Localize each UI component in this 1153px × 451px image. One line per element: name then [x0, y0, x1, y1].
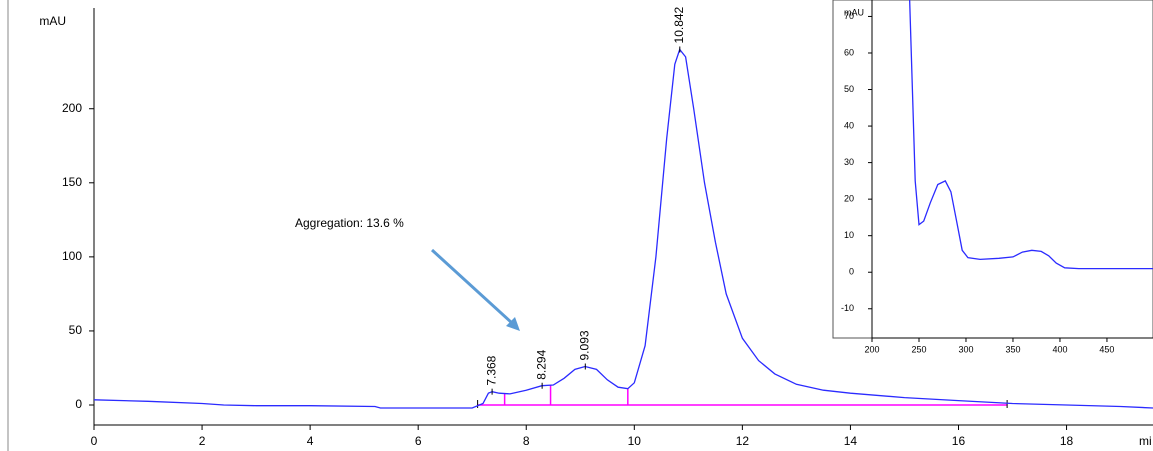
- x-tick-label: 12: [736, 434, 750, 448]
- y-tick-label: 70: [844, 11, 854, 21]
- annotation: Aggregation: 13.6 %: [295, 216, 404, 230]
- trace-line: [94, 48, 1153, 409]
- x-tick-label: 6: [415, 434, 422, 448]
- y-tick-label: 150: [62, 175, 82, 189]
- x-tick-label: 450: [1099, 344, 1114, 354]
- x-tick-label: 8: [523, 434, 530, 448]
- x-tick-label: 200: [864, 344, 879, 354]
- y-tick-label: -10: [841, 303, 854, 313]
- peak-label: 9.093: [577, 330, 591, 360]
- peak-label: 10.842: [672, 6, 686, 43]
- peak-label: 8.294: [534, 349, 548, 379]
- y-tick-label: 100: [62, 249, 82, 263]
- y-tick-label: 50: [844, 84, 854, 94]
- y-tick-label: 200: [62, 101, 82, 115]
- peak-label: 7.368: [484, 355, 498, 385]
- y-axis-label: mAU: [39, 14, 66, 28]
- x-tick-label: 0: [91, 434, 98, 448]
- y-tick-label: 60: [844, 47, 854, 57]
- y-tick-label: 30: [844, 157, 854, 167]
- x-tick-label: 400: [1052, 344, 1067, 354]
- x-tick-label: 16: [952, 434, 966, 448]
- x-tick-label: 4: [307, 434, 314, 448]
- x-tick-label: 350: [1005, 344, 1020, 354]
- y-tick-label: 0: [849, 267, 854, 277]
- x-tick-label: 2: [199, 434, 206, 448]
- x-axis-label: mi: [1139, 434, 1152, 448]
- y-axis-label: mAU: [844, 7, 864, 17]
- y-tick-label: 50: [69, 323, 83, 337]
- y-tick-label: 20: [844, 194, 854, 204]
- x-tick-label: 10: [628, 434, 642, 448]
- inset-chart: -10 0 10 20 30 40 50 60 70 200 250 300 350 400 450 mAU: [832, 0, 1153, 354]
- y-tick-label: 40: [844, 120, 854, 130]
- x-tick-label: 14: [844, 434, 858, 448]
- inset-frame: [832, 0, 1153, 339]
- x-tick-label: 18: [1060, 434, 1074, 448]
- annotation-arrow: [430, 248, 514, 325]
- y-tick-label: 10: [844, 230, 854, 240]
- annotation-arrowhead: [506, 317, 520, 331]
- x-tick-label: 250: [911, 344, 926, 354]
- trace-line: [909, 0, 1153, 270]
- y-tick-label: 0: [75, 397, 82, 411]
- x-tick-label: 300: [958, 344, 973, 354]
